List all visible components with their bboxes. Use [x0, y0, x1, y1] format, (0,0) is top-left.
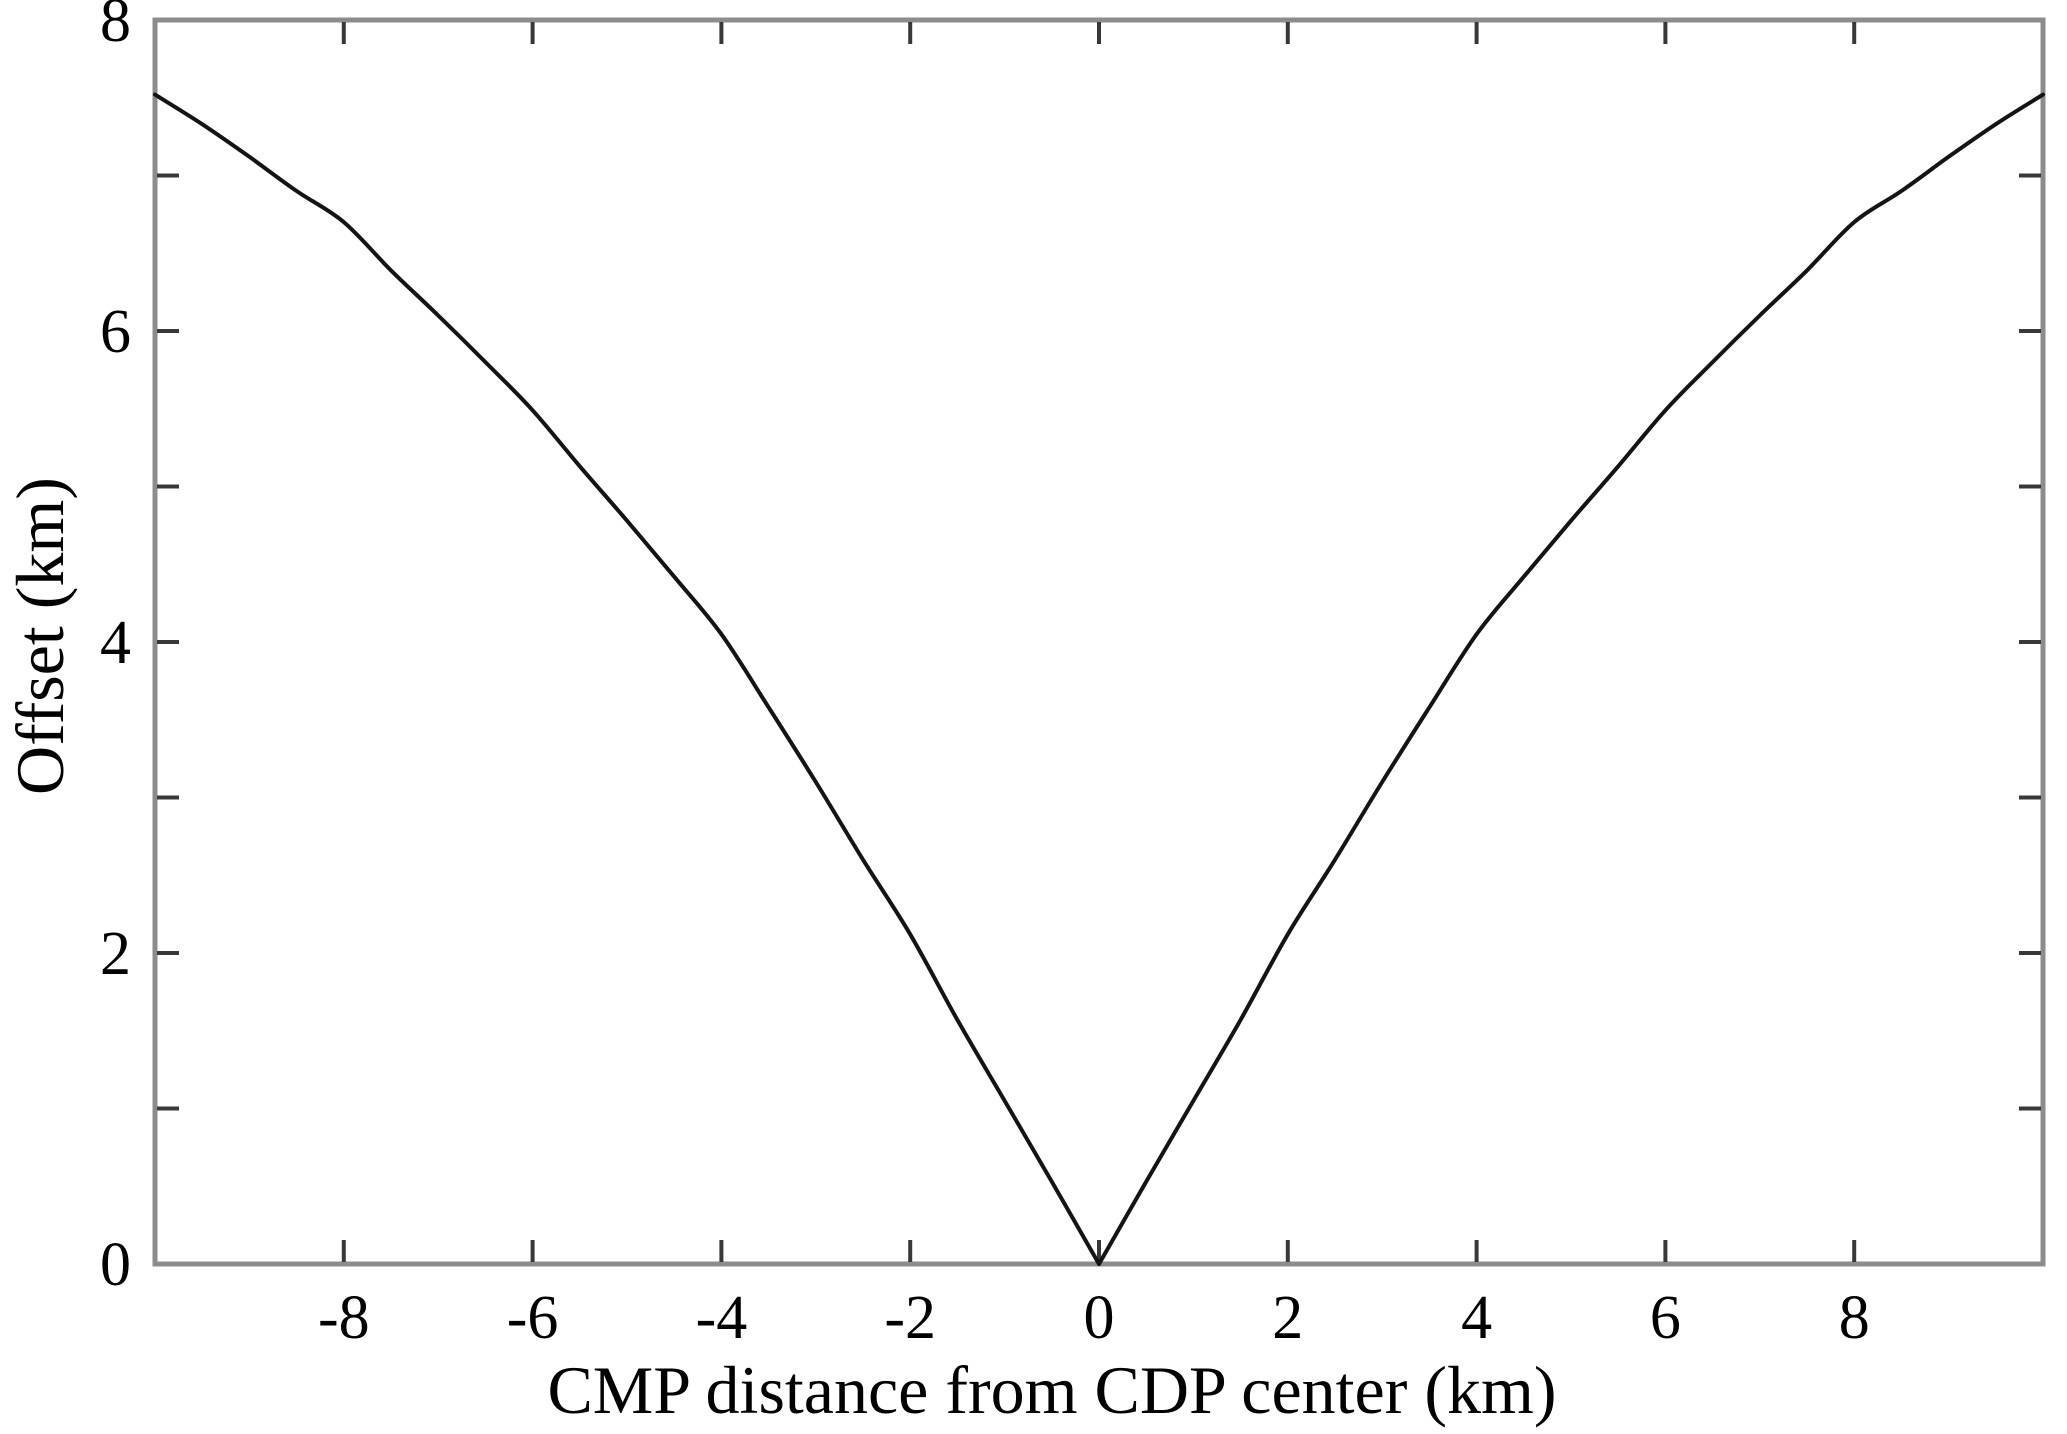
y-axis-title: Offset (km)	[2, 477, 78, 795]
y-tick-label: 6	[100, 298, 131, 366]
y-tick-label: 0	[100, 1231, 131, 1299]
x-tick-label: -4	[696, 1284, 748, 1352]
y-tick-label: 2	[100, 920, 131, 988]
y-tick-label: 4	[100, 609, 131, 677]
x-axis-title: CMP distance from CDP center (km)	[547, 1352, 1557, 1428]
x-tick-label: 0	[1084, 1284, 1115, 1352]
x-tick-label: 2	[1272, 1284, 1303, 1352]
offset-curve-left	[153, 92, 1101, 1266]
offset-curve-right	[1097, 92, 2045, 1266]
plot-frame	[152, 17, 2046, 1267]
x-tick-label: -2	[884, 1284, 936, 1352]
x-tick-label: -6	[507, 1284, 559, 1352]
x-tick-label: 8	[1839, 1284, 1870, 1352]
x-tick-label: 4	[1461, 1284, 1492, 1352]
x-tick-label: 6	[1650, 1284, 1681, 1352]
x-tick-label: -8	[318, 1284, 370, 1352]
y-tick-label: 8	[100, 0, 131, 55]
